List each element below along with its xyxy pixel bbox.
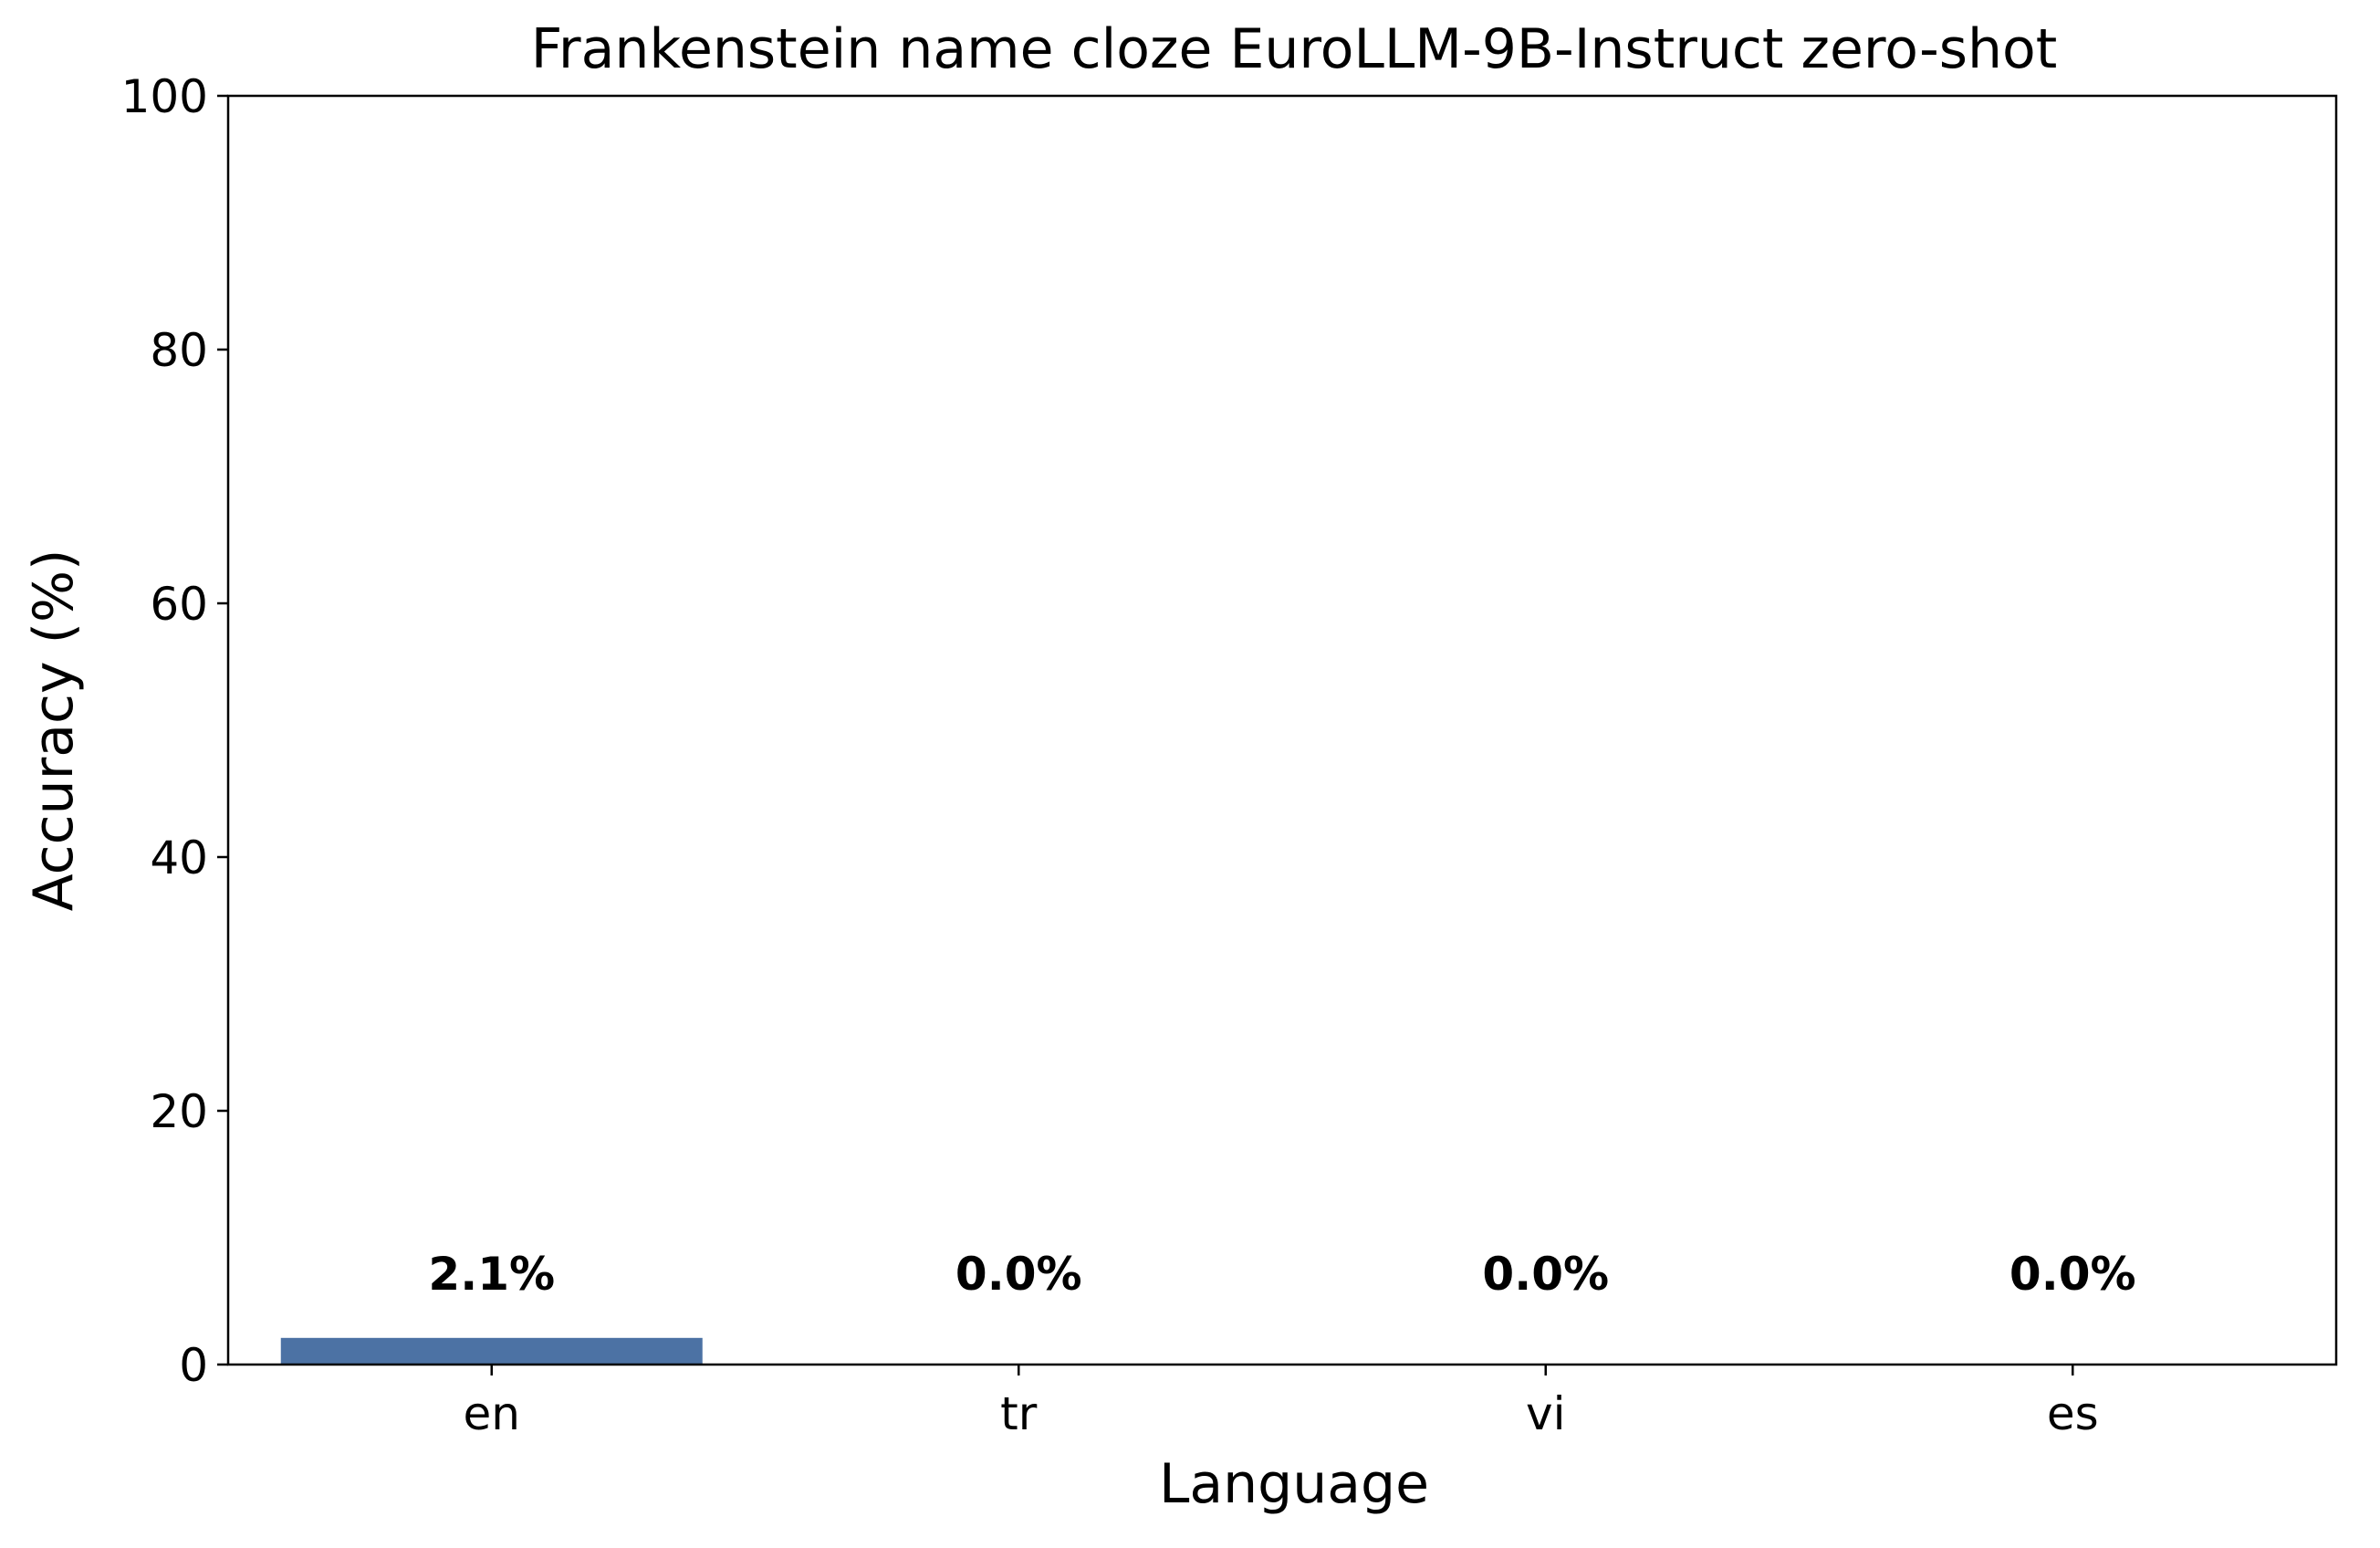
bars-layer — [280, 1337, 703, 1365]
plot-frame — [226, 94, 2338, 1366]
data-label-tr: 0.0% — [955, 1248, 1082, 1301]
y-axis: 0 20 40 60 80 100 — [121, 70, 228, 1392]
y-tick-label-40: 40 — [150, 832, 208, 884]
data-label-es: 0.0% — [2009, 1248, 2136, 1301]
y-tick-label-20: 20 — [150, 1085, 208, 1138]
data-labels-layer: 2.1% 0.0% 0.0% 0.0% — [428, 1248, 2135, 1301]
y-tick-label-80: 80 — [150, 324, 208, 377]
data-label-vi: 0.0% — [1482, 1248, 1609, 1301]
y-tick-label-60: 60 — [150, 578, 208, 631]
x-tick-label-tr: tr — [1000, 1387, 1038, 1440]
y-tick-label-0: 0 — [179, 1339, 208, 1392]
x-axis: en tr vi es — [464, 1365, 2099, 1440]
bar-en — [280, 1337, 703, 1365]
y-tick-label-100: 100 — [121, 70, 208, 123]
x-tick-label-es: es — [2047, 1387, 2099, 1440]
data-label-en: 2.1% — [428, 1248, 555, 1301]
chart-title: Frankenstein name cloze EuroLLM-9B-Instr… — [531, 17, 2058, 81]
x-tick-label-vi: vi — [1526, 1387, 1565, 1440]
x-tick-label-en: en — [464, 1387, 520, 1440]
x-axis-label: Language — [1159, 1452, 1429, 1516]
y-axis-label: Accuracy (%) — [22, 549, 86, 912]
